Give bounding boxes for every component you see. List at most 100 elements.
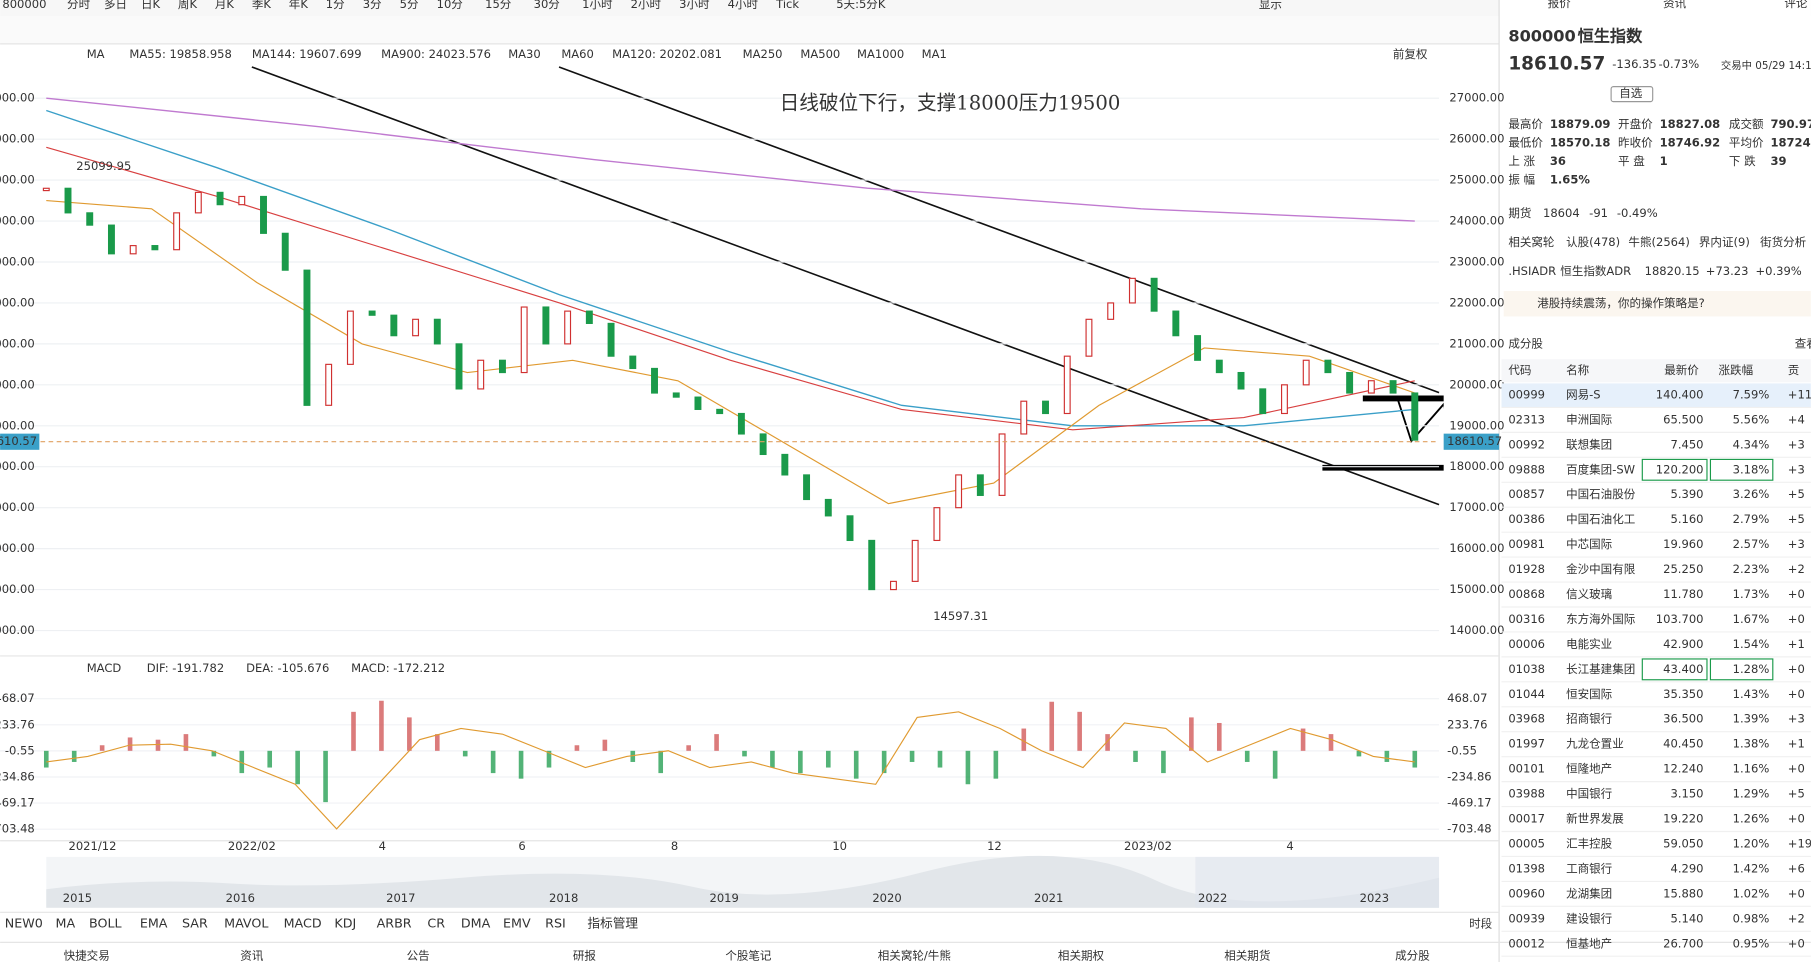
- ma-label: MA250: [743, 47, 783, 61]
- period-tab[interactable]: 5分: [400, 0, 419, 11]
- bottom-tab[interactable]: 成分股: [1395, 949, 1430, 962]
- panel-text: 长江基建集团: [1566, 662, 1635, 676]
- candle: [477, 359, 485, 390]
- display-menu[interactable]: 显示: [1259, 0, 1282, 11]
- panel-text: 00006: [1508, 637, 1545, 651]
- indicator-tab[interactable]: MAVOL: [224, 915, 268, 930]
- panel-text: -136.35: [1612, 57, 1657, 71]
- period-tab[interactable]: 2小时: [631, 0, 662, 11]
- bottom-tab[interactable]: 公告: [407, 949, 430, 962]
- panel-text: 建设银行: [1566, 911, 1613, 925]
- period-tab[interactable]: 5天:5分K: [836, 0, 886, 11]
- indicator-tab[interactable]: 指标管理: [587, 915, 638, 930]
- last-price-tag: [1443, 433, 1500, 450]
- y-tick-label: 25000.00: [1449, 173, 1504, 187]
- panel-text: 02313: [1508, 412, 1545, 426]
- y-tick-label-left: 26000.00: [0, 132, 35, 146]
- overview-window[interactable]: [1195, 856, 1440, 908]
- cell-box: [1709, 458, 1774, 481]
- candle: [998, 433, 1006, 496]
- panel-text: 1.02%: [1733, 886, 1770, 900]
- panel-text: 5.160: [1670, 512, 1703, 526]
- panel-text: 26.700: [1663, 936, 1703, 950]
- indicator-tab[interactable]: SAR: [182, 915, 208, 930]
- period-tab[interactable]: 4小时: [728, 0, 759, 11]
- period-tab[interactable]: 3小时: [679, 0, 710, 11]
- period-tab[interactable]: 日K: [141, 0, 161, 11]
- annotation: 日线破位下行，支撑18000压力19500: [780, 91, 1121, 114]
- bottom-tab[interactable]: 快捷交易: [64, 949, 110, 962]
- period-tab[interactable]: 1小时: [582, 0, 613, 11]
- period-tab[interactable]: 30分: [534, 0, 561, 11]
- panel-text: 00981: [1508, 537, 1545, 551]
- bottom-tab[interactable]: 资讯: [240, 949, 264, 962]
- y-tick-label: 20000.00: [1449, 377, 1504, 391]
- period-tab[interactable]: 15分: [485, 0, 512, 11]
- panel-text: 龙湖集团: [1566, 886, 1612, 900]
- panel-text: 电能实业: [1566, 637, 1612, 651]
- indicator-tab[interactable]: RSI: [545, 915, 566, 930]
- y-tick-label: 19000.00: [1449, 418, 1504, 432]
- candle: [803, 474, 811, 501]
- period-tab[interactable]: 多日: [104, 0, 127, 11]
- macd-tick-label: 468.07: [1447, 691, 1487, 705]
- candle: [281, 232, 289, 271]
- indicator-tab[interactable]: EMA: [140, 915, 168, 930]
- ma-label: MA1: [922, 47, 947, 61]
- panel-text: 网易-S: [1566, 387, 1601, 401]
- y-tick-label-left: 16000.00: [0, 541, 35, 555]
- period-tab[interactable]: 10分: [437, 0, 464, 11]
- date-label: 6: [518, 839, 525, 853]
- panel-text: 01038: [1508, 662, 1545, 676]
- indicator-tab[interactable]: BOLL: [89, 915, 122, 930]
- candle: [173, 212, 181, 251]
- indicator-tab[interactable]: DMA: [461, 915, 491, 930]
- candle: [129, 245, 137, 255]
- period-tab[interactable]: 1分: [326, 0, 345, 11]
- y-tick-label: 24000.00: [1449, 214, 1504, 228]
- period-tab[interactable]: 3分: [363, 0, 382, 11]
- panel-text: 01044: [1508, 687, 1545, 701]
- indicator-tab[interactable]: NEW0: [5, 915, 43, 930]
- indicator-tab[interactable]: CR: [427, 915, 445, 930]
- period-tab[interactable]: 分时: [67, 0, 91, 11]
- candle: [303, 269, 311, 406]
- indicator-tab[interactable]: KDJ: [334, 915, 356, 930]
- panel-text: 4.290: [1670, 861, 1703, 875]
- indicator-tab[interactable]: EMV: [503, 915, 531, 930]
- session-tab[interactable]: 时段: [1469, 916, 1493, 930]
- bottom-tab[interactable]: 相关期货: [1224, 949, 1270, 962]
- panel-text: +19: [1788, 836, 1811, 850]
- period-tab[interactable]: 季K: [252, 0, 272, 11]
- panel-text: +0: [1788, 662, 1805, 676]
- year-label: 2018: [549, 891, 578, 905]
- bottom-tab[interactable]: 相关期权: [1058, 949, 1105, 962]
- bottom-tab[interactable]: 研报: [573, 949, 597, 962]
- badge[interactable]: [1610, 86, 1654, 103]
- y-tick-label-left: 21000.00: [0, 336, 35, 350]
- macd-tick-label: -0.55: [1447, 743, 1477, 757]
- bottom-tab[interactable]: 相关窝轮/牛熊: [878, 949, 951, 962]
- date-label: 2023/02: [1124, 839, 1172, 853]
- panel-text: 恒隆地产: [1566, 762, 1612, 776]
- panel-text: 评论: [1784, 0, 1808, 10]
- period-tab[interactable]: Tick: [775, 0, 799, 11]
- period-tab[interactable]: 周K: [178, 0, 198, 11]
- panel-text: 联想集团: [1566, 437, 1612, 451]
- panel-text: 最新价: [1664, 363, 1699, 377]
- panel-text: 中芯国际: [1566, 537, 1612, 551]
- indicator-tab[interactable]: MACD: [284, 915, 322, 930]
- panel-text: +0: [1788, 612, 1805, 626]
- candle: [238, 195, 246, 206]
- ma-label: MA: [87, 47, 105, 61]
- code: 800000: [2, 0, 46, 11]
- indicator-tab[interactable]: MA: [56, 915, 76, 930]
- period-tab[interactable]: 年K: [289, 0, 309, 11]
- adjust-toggle[interactable]: 前复权: [1393, 47, 1428, 61]
- indicator-tab[interactable]: ARBR: [377, 915, 412, 930]
- panel-text: 百度集团-SW: [1566, 462, 1636, 476]
- bottom-tab[interactable]: 个股笔记: [725, 949, 772, 962]
- period-tab[interactable]: 月K: [215, 0, 235, 11]
- panel-text: 最高价: [1508, 117, 1543, 131]
